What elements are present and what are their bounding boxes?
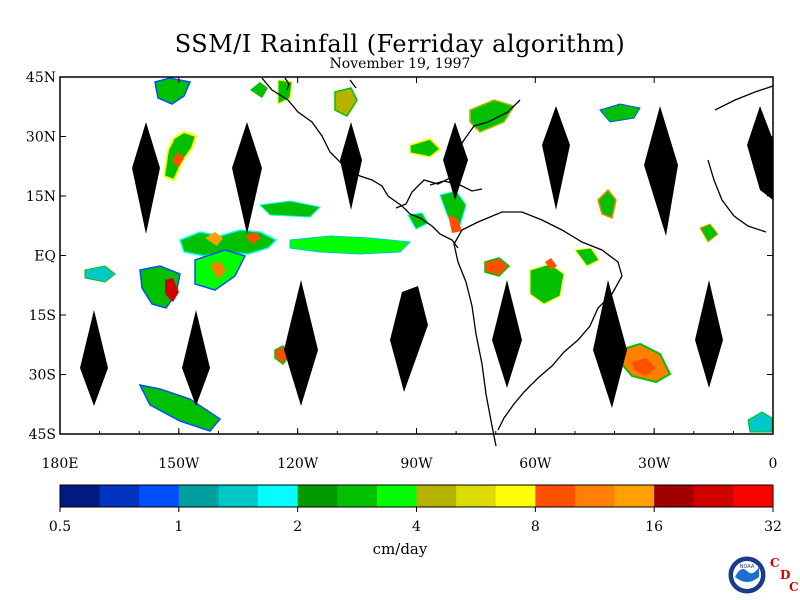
colorbar-swatch [495,485,536,507]
rain-patch [172,152,184,168]
coastline-caribbean [429,180,483,192]
colorbar-tick-label: 32 [764,519,782,535]
colorbar-swatch [456,485,497,507]
data-gap-swath [747,106,773,200]
longitude-axis: 180E 150W 120W 90W 60W 30W 0 [42,77,778,472]
data-gap-swath [80,310,108,406]
lat-tick-label: 30S [29,368,56,384]
coastline-africa-europe [707,85,774,233]
colorbar-swatch [60,485,101,507]
data-gap-swath [232,122,262,234]
data-gap-swath [390,286,428,392]
data-gaps [80,106,773,408]
rain-patch [747,411,773,433]
coastline-north-america-west [261,77,459,249]
rain-patch [699,223,719,243]
data-gap-swath [132,122,160,234]
cdc-letter-3: C [789,580,799,594]
colorbar: 0.5 1 2 4 8 16 32 [49,484,782,535]
rain-patch [632,358,656,376]
rain-patch [84,265,116,283]
lon-tick-label: 120W [277,456,319,472]
rain-patch [154,77,192,105]
lat-tick-label: 45N [26,70,56,86]
colorbar-swatch [416,485,457,507]
colorbar-swatch [139,485,180,507]
rain-patch [484,257,511,277]
lon-tick-label: 180E [42,456,79,472]
colorbar-swatch [297,485,338,507]
map-date: November 19, 1997 [329,56,471,72]
rain-patch [599,103,641,123]
cdc-letter-2: D [780,568,791,582]
data-gap-swath [340,122,362,210]
colorbar-swatch [218,485,259,507]
data-gap-swath [284,280,318,406]
rain-patch [258,200,322,218]
colorbar-swatch [99,485,140,507]
latitude-axis: 45N 30N 15N EQ 15S 30S 45S [26,70,773,443]
lat-tick-label: 30N [26,130,56,146]
data-gap-swath [593,280,627,408]
colorbar-tick-label: 8 [531,519,540,535]
cdc-letter-1: C [770,556,780,570]
data-gap-swath [644,106,678,236]
lon-tick-label: 90W [400,456,433,472]
rain-patch [165,278,179,302]
coastline-north-america-east [395,99,521,209]
colorbar-tick-label: 4 [412,519,421,535]
lat-tick-label: EQ [34,249,56,265]
colorbar-swatch [654,485,695,507]
colorbar-tick-label: 16 [645,519,663,535]
lat-tick-label: 15S [29,308,56,324]
rain-patch [409,138,442,158]
lon-tick-label: 0 [769,456,778,472]
colorbar-swatch [337,485,378,507]
coastlines [261,77,774,447]
data-gap-swath [443,122,468,200]
lon-tick-label: 30W [638,456,671,472]
rain-patch [448,215,462,233]
svg-text:NOAA: NOAA [740,564,755,570]
rain-patch [138,383,222,432]
lat-tick-label: 45S [29,427,56,443]
plot-area [59,76,774,447]
rain-patch [334,87,358,117]
rain-patch [245,232,261,244]
colorbar-tick-label: 2 [293,519,302,535]
rain-patches [84,77,773,433]
data-gap-swath [492,280,522,388]
colorbar-swatch [178,485,219,507]
colorbar-swatch [535,485,576,507]
coastline-south-america-west [453,229,497,447]
data-gap-swath [542,106,570,210]
map-title: SSM/I Rainfall (Ferriday algorithm) [174,30,626,58]
data-gap-swath [695,280,723,388]
rain-patch [205,232,223,246]
rain-patch [574,247,600,267]
colorbar-unit: cm/day [372,540,428,558]
colorbar-swatch [693,485,734,507]
coastline-south-america-east [461,211,623,431]
colorbar-swatch [733,485,774,507]
lon-tick-label: 60W [519,456,552,472]
lat-tick-label: 15N [26,189,56,205]
coastline-north [284,77,357,91]
colorbar-swatch [574,485,616,507]
colorbar-tick-label: 0.5 [49,519,71,535]
colorbar-swatch [614,485,655,507]
colorbar-swatch [376,485,417,507]
rain-patch [289,235,412,255]
lon-tick-label: 150W [158,456,200,472]
rain-patch [545,258,557,270]
rain-patch [250,82,268,98]
rain-patch [597,188,617,220]
colorbar-swatch [258,485,299,507]
rain-patch [210,261,226,279]
data-gap-swath [182,310,210,406]
colorbar-tick-label: 1 [174,519,183,535]
noaa-logo: NOAA [727,555,767,595]
